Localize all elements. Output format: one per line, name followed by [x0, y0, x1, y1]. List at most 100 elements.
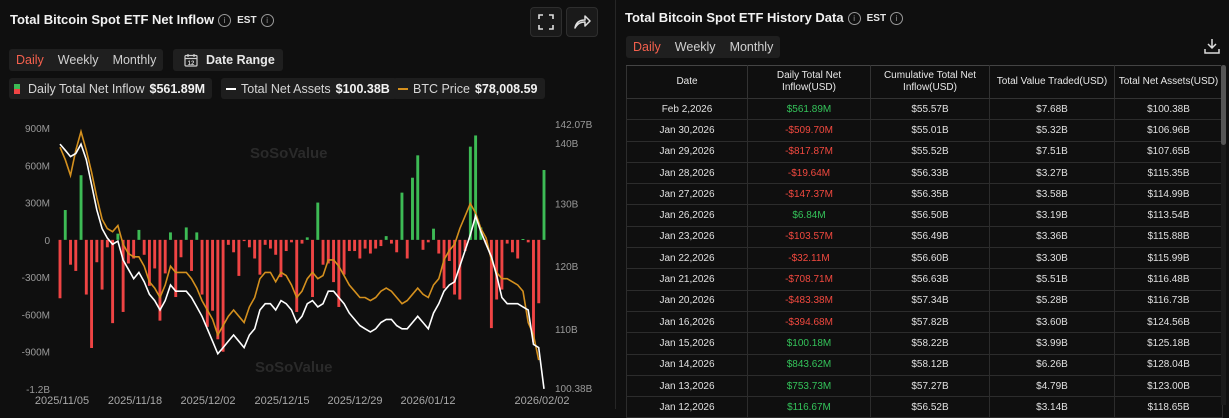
- col-date[interactable]: Date: [626, 65, 748, 99]
- inflow-bars: [58, 135, 546, 352]
- cell-value-traded: $3.27B: [989, 161, 1115, 185]
- series-lines: [59, 128, 545, 390]
- inflow-bar: [221, 239, 225, 352]
- expand-icon: [538, 14, 554, 30]
- cell-date: Jan 16,2026: [626, 310, 748, 334]
- cell-value-traded: $4.79B: [989, 374, 1115, 398]
- cell-cumulative-inflow: $56.35B: [870, 183, 990, 206]
- y-right-tick-label: 120B: [555, 262, 579, 273]
- table-row: Jan 21,2026 -$708.71M $56.63B $5.51B $116.48…: [626, 268, 1223, 291]
- btc-price-line: [59, 128, 540, 361]
- inflow-bar: [137, 229, 141, 240]
- cell-cumulative-inflow: $55.52B: [870, 140, 990, 163]
- inflow-bar: [211, 239, 215, 311]
- inflow-bar: [421, 239, 425, 250]
- share-button[interactable]: [566, 7, 598, 37]
- net-inflow-panel: Total Bitcoin Spot ETF Net Inflow i EST i D…: [0, 0, 610, 409]
- inflow-bar: [368, 239, 372, 254]
- cell-cumulative-inflow: $58.22B: [870, 332, 990, 355]
- legend-btc-price[interactable]: BTC Price $78,008.59: [393, 78, 545, 99]
- table-row: Jan 28,2026 -$19.64M $56.33B $3.27B $115.35B: [626, 161, 1223, 185]
- history-data-panel: Total Bitcoin Spot ETF History Data i EST i…: [615, 0, 1229, 418]
- inflow-bar: [247, 239, 251, 248]
- info-icon[interactable]: i: [218, 14, 232, 28]
- legend-net-assets[interactable]: Total Net Assets $100.38B: [221, 78, 397, 99]
- tab-monthly[interactable]: Monthly: [112, 53, 157, 67]
- inflow-bar: [74, 239, 78, 271]
- inflow-bar: [521, 238, 525, 240]
- inflow-bar: [147, 239, 151, 286]
- inflow-bar: [179, 239, 183, 258]
- table-row: Jan 13,2026 $753.73M $57.27B $4.79B $123.00B: [626, 374, 1223, 398]
- inflow-bar: [495, 239, 499, 300]
- col-value-traded[interactable]: Total Value Traded(USD): [989, 65, 1115, 99]
- inflow-bar: [121, 239, 125, 312]
- cell-cumulative-inflow: $57.82B: [870, 310, 990, 334]
- inflow-bar: [100, 239, 104, 290]
- inflow-chart: SoSoValue SoSoValue 900M 600M 300M 0 -300M -60…: [22, 120, 593, 407]
- tab-weekly[interactable]: Weekly: [57, 53, 99, 67]
- tab-weekly[interactable]: Weekly: [674, 40, 716, 54]
- tab-monthly[interactable]: Monthly: [729, 40, 774, 54]
- inflow-bar: [400, 192, 404, 240]
- cell-value-traded: $3.58B: [989, 183, 1115, 206]
- legend-line-swatch: [226, 87, 236, 90]
- scrollbar-thumb[interactable]: [1221, 65, 1226, 145]
- cell-net-assets: $115.99B: [1114, 247, 1223, 270]
- cell-cumulative-inflow: $57.34B: [870, 289, 990, 312]
- inflow-bar: [274, 239, 278, 255]
- inflow-bar: [290, 239, 293, 243]
- timezone-info-icon[interactable]: i: [890, 12, 904, 26]
- cell-cumulative-inflow: $55.57B: [870, 97, 990, 121]
- inflow-bar: [195, 232, 199, 240]
- inflow-bar: [84, 239, 88, 295]
- watermark-text: SoSoValue: [255, 359, 333, 376]
- col-net-assets[interactable]: Total Net Assets(USD): [1114, 65, 1223, 99]
- inflow-bar: [63, 210, 67, 240]
- inflow-bar: [389, 239, 393, 244]
- inflow-bar: [311, 239, 314, 298]
- inflow-bar: [116, 233, 120, 240]
- cell-daily-inflow: -$483.38M: [747, 289, 871, 312]
- history-table: Date Daily Total Net Inflow(USD) Cumulat…: [626, 65, 1223, 418]
- legend-value: $561.89M: [149, 81, 206, 96]
- inflow-bar: [374, 239, 378, 249]
- tab-daily[interactable]: Daily: [16, 53, 44, 67]
- inflow-bar: [416, 155, 420, 240]
- col-cumulative-inflow[interactable]: Cumulative Total Net Inflow(USD): [870, 65, 990, 99]
- inflow-bar: [69, 239, 72, 265]
- expand-button[interactable]: [530, 7, 562, 37]
- scrollbar-track[interactable]: [1221, 65, 1226, 405]
- table-row: Jan 12,2026 $116.67M $56.52B $3.14B $118.65B: [626, 396, 1223, 418]
- col-daily-inflow[interactable]: Daily Total Net Inflow(USD): [747, 65, 871, 99]
- legend-line-swatch: [398, 87, 408, 90]
- cell-daily-inflow: -$394.68M: [747, 310, 871, 334]
- cell-net-assets: $116.73B: [1114, 289, 1223, 312]
- x-tick-label: 2026/01/12: [400, 395, 455, 407]
- cell-date: Feb 2,2026: [626, 97, 748, 121]
- inflow-bar: [142, 239, 146, 255]
- date-range-button[interactable]: 12 Date Range: [173, 49, 283, 71]
- tab-daily[interactable]: Daily: [633, 40, 661, 54]
- calendar-icon: 12: [184, 54, 198, 67]
- cell-cumulative-inflow: $55.01B: [870, 119, 990, 142]
- table-row: Jan 26,2026 $6.84M $56.50B $3.19B $113.54B: [626, 204, 1223, 227]
- x-tick-label: 2025/11/18: [108, 395, 162, 407]
- y-left-tick-label: 600M: [25, 161, 50, 172]
- y-left-tick-label: -600M: [22, 310, 50, 321]
- legend-label: Daily Total Net Inflow: [28, 81, 145, 96]
- download-icon[interactable]: [1204, 38, 1220, 54]
- inflow-bar: [58, 239, 62, 299]
- inflow-bar: [295, 239, 299, 312]
- timezone-info-icon[interactable]: i: [260, 14, 274, 28]
- cell-net-assets: $113.54B: [1114, 204, 1223, 227]
- table-row: Jan 16,2026 -$394.68M $57.82B $3.60B $124.56…: [626, 310, 1223, 334]
- legend-daily-inflow[interactable]: Daily Total Net Inflow $561.89M: [9, 78, 213, 99]
- y-right-tick-label: 142.07B: [555, 120, 593, 131]
- inflow-bar: [174, 239, 178, 298]
- inflow-bar: [253, 239, 257, 259]
- cell-value-traded: $3.60B: [989, 310, 1115, 334]
- table-body: Feb 2,2026 $561.89M $55.57B $7.68B $100.38B J…: [626, 97, 1223, 418]
- info-icon[interactable]: i: [847, 12, 861, 26]
- table-row: Jan 29,2026 -$817.87M $55.52B $7.51B $107.65…: [626, 140, 1223, 163]
